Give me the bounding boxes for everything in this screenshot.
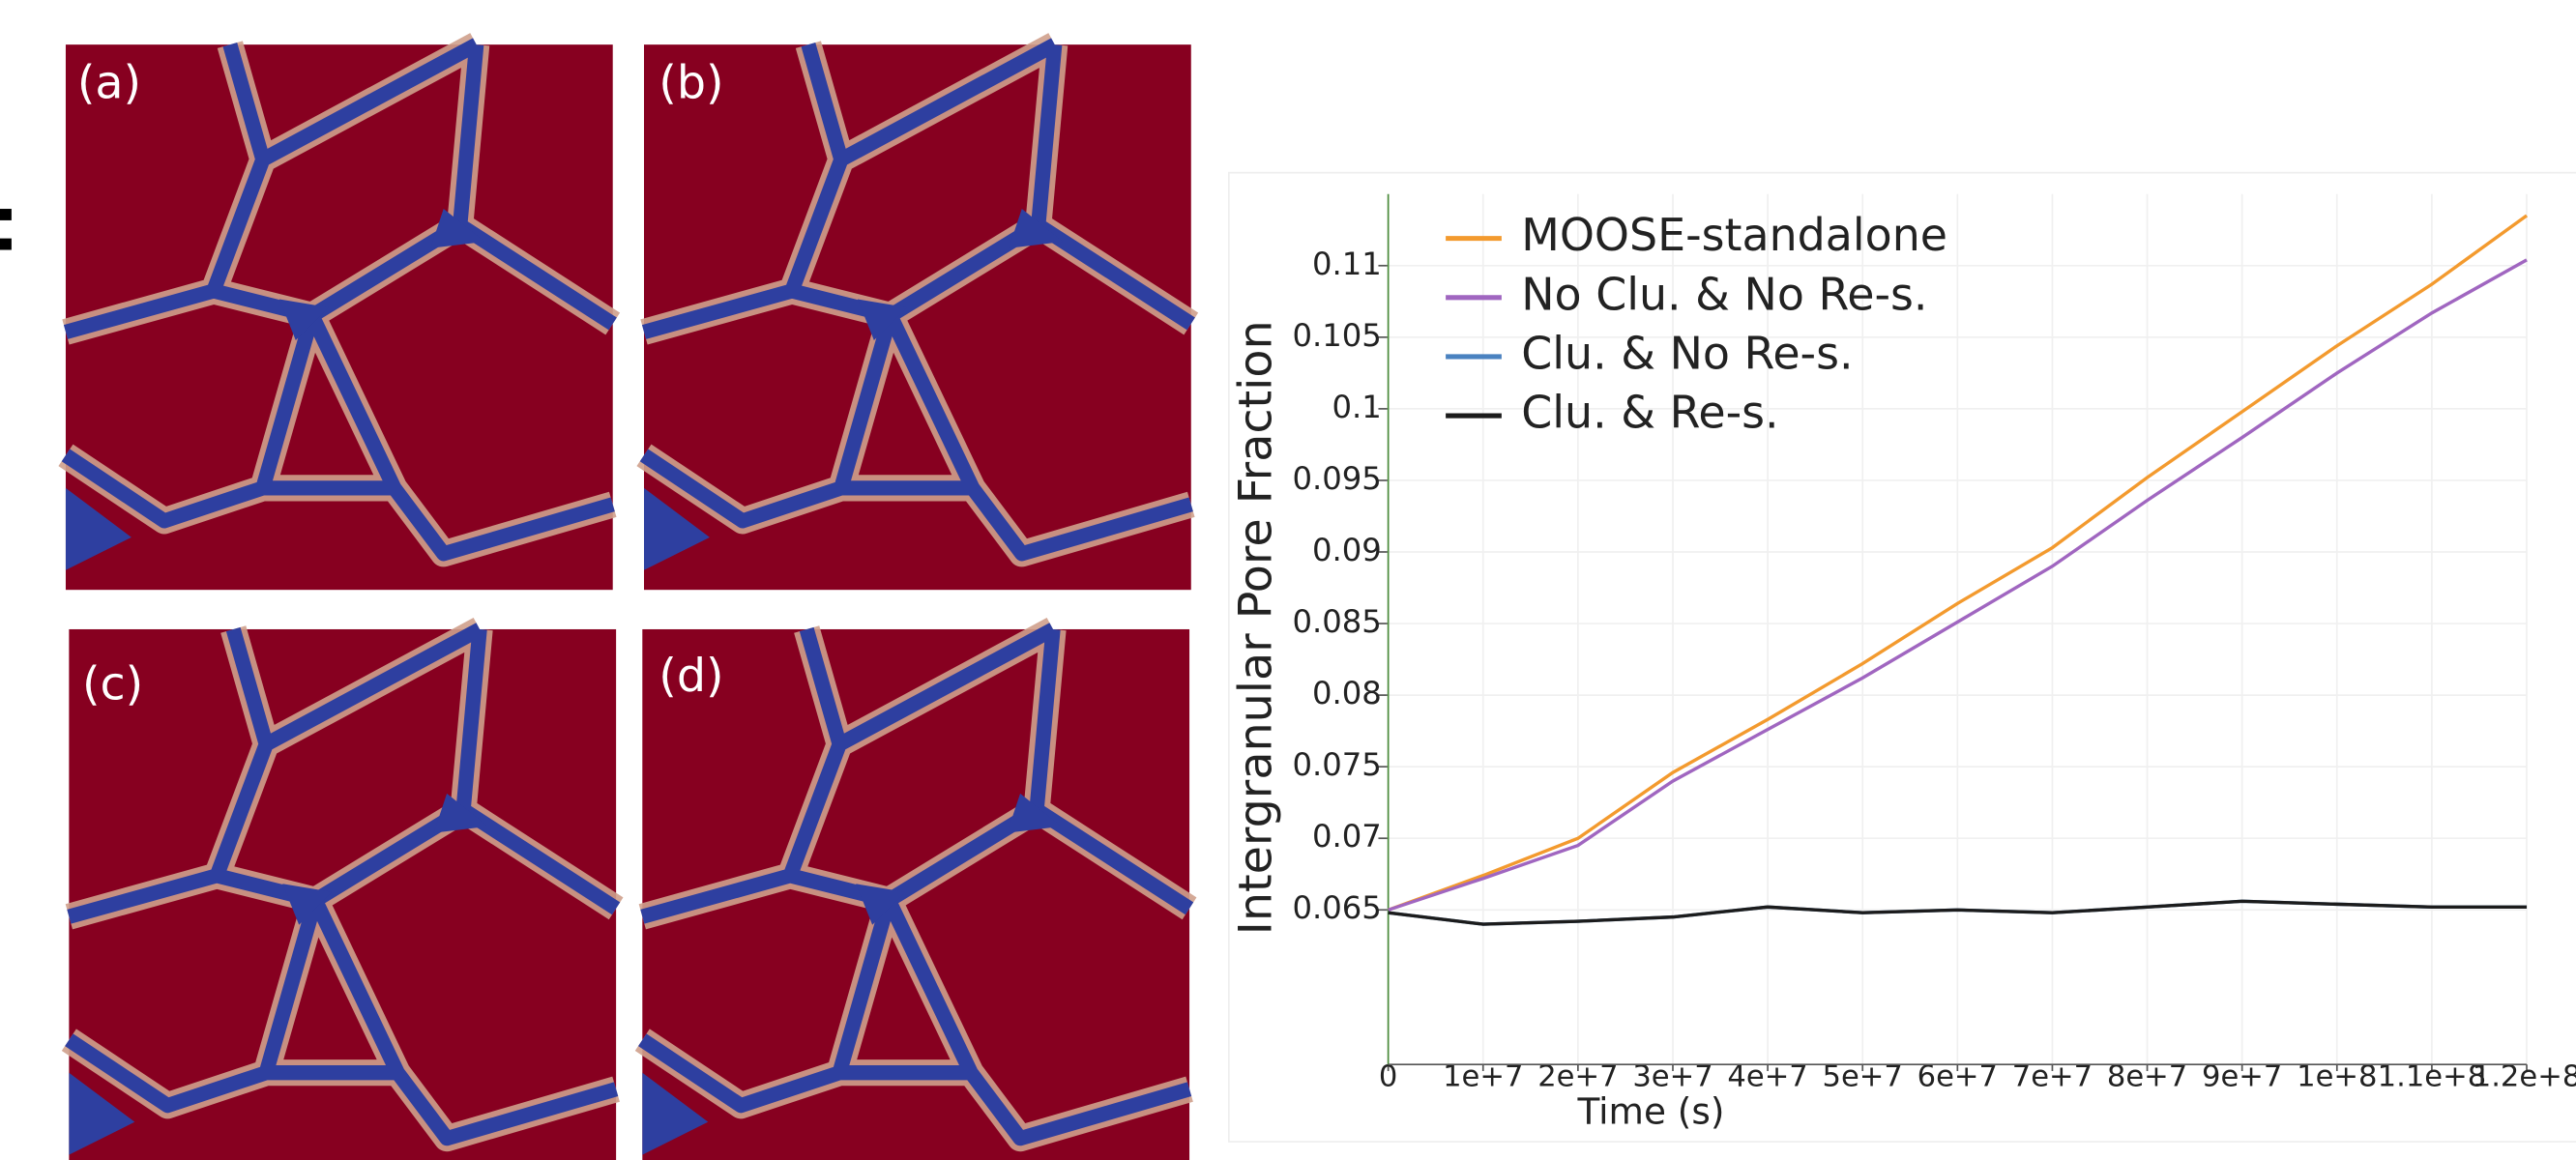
y-tick-label: 0.07 <box>1312 818 1382 855</box>
y-tick-label: 0.08 <box>1312 675 1382 711</box>
glyph <box>0 239 12 250</box>
panel-label: (d) <box>659 650 723 703</box>
y-tick-label: 0.065 <box>1292 889 1381 926</box>
legend-label: MOOSE-standalone <box>1521 209 1947 261</box>
glyph <box>0 209 12 220</box>
y-tick-label: 0.095 <box>1292 460 1381 497</box>
y-tick-label: 0.085 <box>1292 603 1381 640</box>
panel-label: (a) <box>77 57 141 110</box>
legend-label: Clu. & Re-s. <box>1521 387 1778 439</box>
y-tick-label: 0.1 <box>1332 389 1382 425</box>
y-tick-label: 0.105 <box>1292 317 1381 354</box>
legend-label: No Clu. & No Re-s. <box>1521 268 1927 320</box>
y-axis-label: Intergranular Pore Fraction <box>1229 320 1282 935</box>
y-tick-label: 0.09 <box>1312 532 1382 568</box>
micrograph <box>69 629 616 1160</box>
legend-label: Clu. & No Re-s. <box>1521 327 1853 379</box>
panel-label: (c) <box>82 657 143 710</box>
y-tick-label: 0.075 <box>1292 746 1381 783</box>
y-tick-label: 0.11 <box>1312 246 1382 282</box>
page: (a) (b) (c) (d) Time (s) Intergranular P… <box>0 0 2576 1160</box>
micrograph <box>642 629 1189 1160</box>
panel-label: (b) <box>659 57 723 110</box>
micrograph <box>644 44 1191 590</box>
figure: (a) (b) (c) (d) Time (s) Intergranular P… <box>0 0 2576 1160</box>
micrograph <box>66 44 613 590</box>
x-axis-label: Time (s) <box>1577 1090 1725 1133</box>
